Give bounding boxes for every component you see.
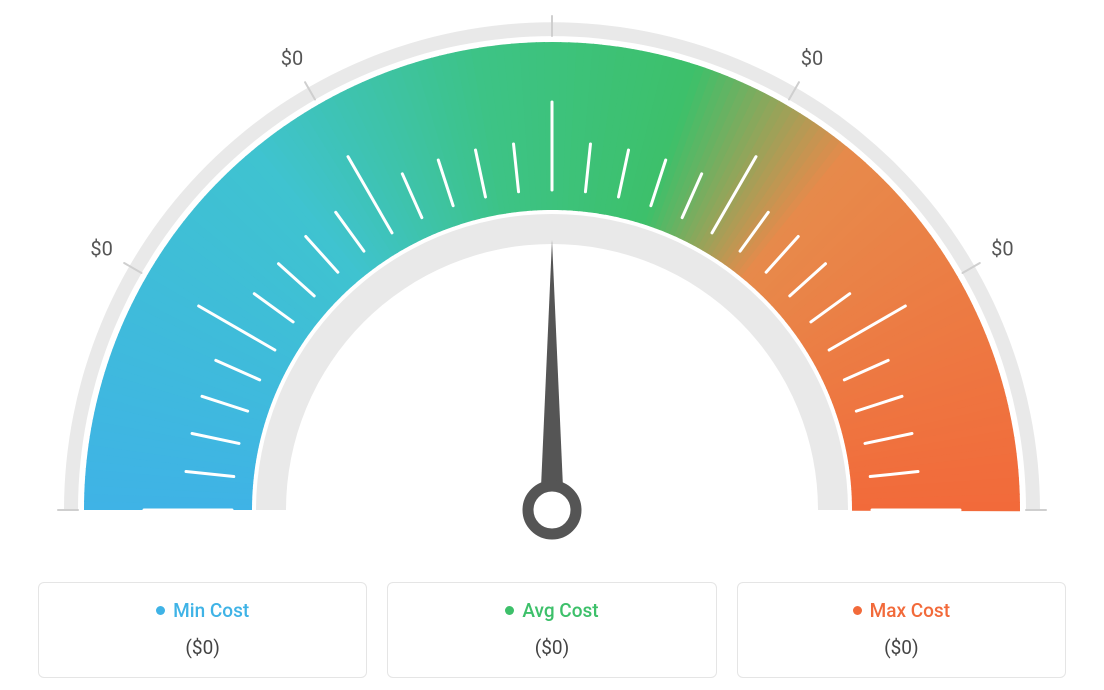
legend-title-avg: Avg Cost bbox=[505, 599, 598, 622]
svg-text:$0: $0 bbox=[801, 46, 823, 70]
gauge-svg: $0$0$0$0$0$0$0 bbox=[37, 10, 1067, 570]
legend-value-max: ($0) bbox=[748, 636, 1055, 659]
dot-avg bbox=[505, 606, 514, 615]
legend-card-max: Max Cost ($0) bbox=[737, 582, 1066, 678]
legend-card-min: Min Cost ($0) bbox=[38, 582, 367, 678]
svg-text:$0: $0 bbox=[991, 236, 1013, 260]
legend-label-max: Max Cost bbox=[870, 599, 950, 622]
legend-row: Min Cost ($0) Avg Cost ($0) Max Cost ($0… bbox=[38, 582, 1066, 678]
legend-label-min: Min Cost bbox=[173, 599, 249, 622]
legend-title-max: Max Cost bbox=[853, 599, 950, 622]
cost-gauge: $0$0$0$0$0$0$0 bbox=[37, 10, 1067, 570]
legend-card-avg: Avg Cost ($0) bbox=[387, 582, 716, 678]
legend-value-avg: ($0) bbox=[398, 636, 705, 659]
dot-min bbox=[156, 606, 165, 615]
legend-label-avg: Avg Cost bbox=[522, 599, 598, 622]
svg-text:$0: $0 bbox=[90, 236, 112, 260]
legend-value-min: ($0) bbox=[49, 636, 356, 659]
dot-max bbox=[853, 606, 862, 615]
svg-text:$0: $0 bbox=[281, 46, 303, 70]
legend-title-min: Min Cost bbox=[156, 599, 249, 622]
